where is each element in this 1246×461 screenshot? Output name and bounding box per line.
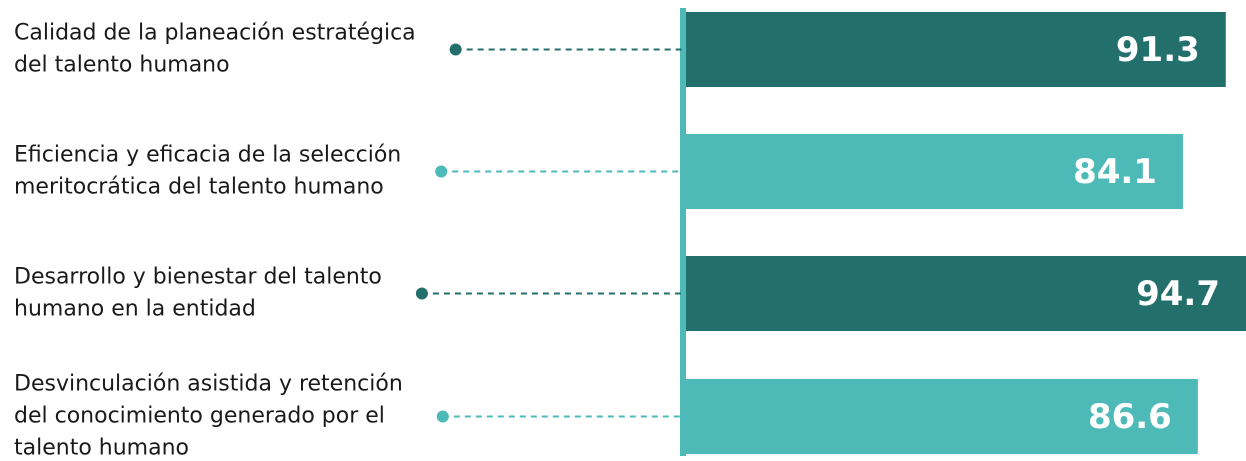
category-label: del talento humano bbox=[14, 53, 230, 78]
bar bbox=[686, 12, 1226, 87]
category-label: Eficiencia y eficacia de la selección bbox=[14, 143, 401, 168]
category-label: del conocimiento generado por el bbox=[14, 404, 385, 429]
bar bbox=[686, 256, 1246, 331]
value-label: 94.7 bbox=[1136, 274, 1220, 314]
value-label: 91.3 bbox=[1116, 30, 1200, 70]
category-label: Desarrollo y bienestar del talento bbox=[14, 265, 382, 290]
leader-dot bbox=[436, 410, 449, 423]
leader-dot bbox=[435, 165, 448, 178]
category-label: humano en la entidad bbox=[14, 297, 256, 322]
category-label: talento humano bbox=[14, 436, 189, 461]
category-label: Desvinculación asistida y retención bbox=[14, 372, 403, 397]
bar bbox=[686, 379, 1198, 454]
value-label: 84.1 bbox=[1073, 152, 1157, 192]
bar bbox=[686, 134, 1183, 209]
leader-dot bbox=[449, 43, 462, 56]
category-label: meritocrática del talento humano bbox=[14, 175, 384, 200]
category-label: Calidad de la planeación estratégica bbox=[14, 21, 416, 46]
leader-dot bbox=[415, 287, 428, 300]
value-label: 86.6 bbox=[1088, 397, 1172, 437]
